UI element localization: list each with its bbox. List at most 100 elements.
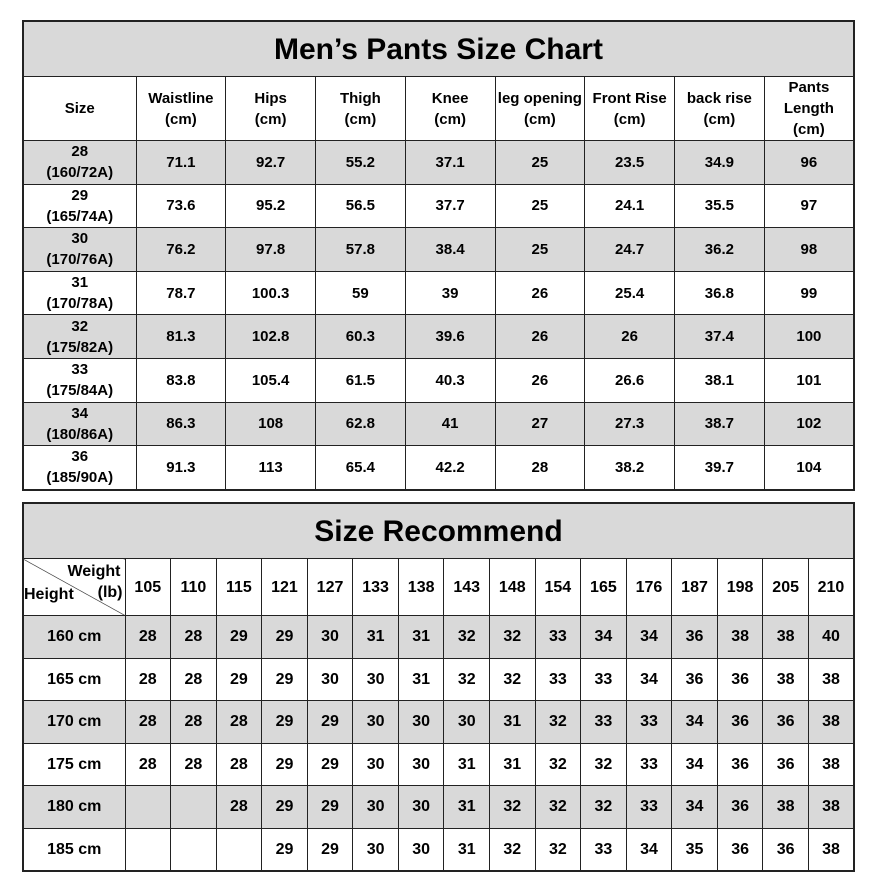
table-row: 175 cm 28 28 28 29 29 30 30 31 31 32 32 33 34 36 36 38 <box>22 742 855 786</box>
measurement-cell: 61.5 <box>315 357 406 403</box>
recommended-size-cell: 36 <box>762 827 809 872</box>
measurement-cell: 41 <box>404 401 496 447</box>
measurement-cell: 25 <box>494 183 586 229</box>
size-chart-header-row: Size Waistline (cm) Hips (cm) Thigh (cm) Knee (c… <box>22 76 855 141</box>
recommended-size-cell: 31 <box>443 785 490 829</box>
recommended-size-cell: 36 <box>671 615 718 659</box>
table-row: 33 (175/84A) 83.8 105.4 61.5 40.3 26 26.6 38.1 10… <box>22 357 855 403</box>
recommended-size-cell: 32 <box>443 657 490 701</box>
recommended-size-cell: 31 <box>352 615 399 659</box>
recommended-size-cell: 40 <box>807 615 855 659</box>
measurement-cell: 95.2 <box>225 183 316 229</box>
measurement-cell: 76.2 <box>135 227 227 272</box>
measurement-cell: 97.8 <box>225 227 316 272</box>
recommended-size-cell: 33 <box>625 742 673 786</box>
recommended-size-cell: 34 <box>671 785 718 829</box>
table-row: 36 (185/90A) 91.3 113 65.4 42.2 28 38.2 39.7 104 <box>22 445 855 491</box>
measurement-cell: 23.5 <box>584 140 675 185</box>
recommended-size-cell: 36 <box>716 700 764 744</box>
column-header-label: Knee <box>431 89 469 107</box>
recommended-size-cell: 28 <box>215 742 263 786</box>
measurement-cell: 56.5 <box>315 183 406 229</box>
column-header-unit: (cm) <box>254 110 287 128</box>
table-row: 34 (180/86A) 86.3 108 62.8 41 27 27.3 38.7 102 <box>22 401 855 447</box>
recommended-size-cell <box>215 827 263 872</box>
measurement-cell: 57.8 <box>315 227 406 272</box>
recommended-size-cell: 38 <box>807 700 855 744</box>
height-cell: 160 cm <box>22 615 126 659</box>
size-recommend-title: Size Recommend <box>22 502 855 559</box>
recommended-size-cell: 28 <box>124 615 172 659</box>
measurement-cell: 83.8 <box>135 357 227 403</box>
measurement-cell: 102 <box>763 401 855 447</box>
measurement-cell: 71.1 <box>135 140 227 185</box>
column-header-label: Front Rise <box>592 89 667 107</box>
weight-header: 110 <box>170 558 217 616</box>
weight-header: 127 <box>306 558 354 616</box>
weight-header: 154 <box>534 558 582 616</box>
measurement-cell: 92.7 <box>225 140 316 185</box>
recommended-size-cell: 31 <box>397 657 445 701</box>
measurement-cell: 60.3 <box>315 314 406 359</box>
recommended-size-cell: 31 <box>443 827 490 872</box>
height-cell: 170 cm <box>22 700 126 744</box>
recommended-size-cell: 31 <box>489 742 536 786</box>
column-header-label: Hips <box>254 89 287 107</box>
recommended-size-cell: 36 <box>762 700 809 744</box>
measurement-cell: 26.6 <box>584 357 675 403</box>
table-row: 31 (170/78A) 78.7 100.3 59 39 26 25.4 36.8 99 <box>22 270 855 316</box>
weight-unit-label: (lb) <box>97 584 123 601</box>
recommended-size-cell: 32 <box>489 615 536 659</box>
column-header-label: Thigh <box>339 89 381 107</box>
size-number: 28 <box>71 143 89 161</box>
recommended-size-cell: 38 <box>762 615 809 659</box>
recommended-size-cell: 31 <box>397 615 445 659</box>
size-cell: 33 (175/84A) <box>22 357 137 403</box>
recommended-size-cell: 32 <box>489 785 536 829</box>
column-header-unit: (cm) <box>524 110 556 128</box>
column-header-label: Waistline <box>148 89 214 107</box>
recommended-size-cell: 36 <box>716 785 764 829</box>
column-header: Knee (cm) <box>404 76 496 141</box>
measurement-cell: 25 <box>494 140 586 185</box>
measurement-cell: 36.8 <box>674 270 765 316</box>
recommended-size-cell: 29 <box>261 657 308 701</box>
weight-header: 205 <box>762 558 809 616</box>
recommended-size-cell: 30 <box>352 785 399 829</box>
recommended-size-cell: 30 <box>397 827 445 872</box>
recommended-size-cell: 28 <box>170 742 217 786</box>
measurement-cell: 25.4 <box>584 270 675 316</box>
size-recommend-header-row: Weight (lb) Height 105 110 115 121 127 133 138… <box>22 558 855 616</box>
measurement-cell: 86.3 <box>135 401 227 447</box>
measurement-cell: 108 <box>225 401 316 447</box>
column-header-unit: (cm) <box>344 110 377 128</box>
recommended-size-cell: 33 <box>580 657 627 701</box>
weight-header: 148 <box>489 558 536 616</box>
recommended-size-cell: 30 <box>443 700 490 744</box>
measurement-cell: 59 <box>315 270 406 316</box>
recommended-size-cell: 29 <box>306 742 354 786</box>
table-row: 165 cm 28 28 29 29 30 30 31 32 32 33 33 34 36 36 38 38 <box>22 657 855 701</box>
measurement-cell: 39.6 <box>404 314 496 359</box>
measurement-cell: 35.5 <box>674 183 765 229</box>
recommended-size-cell: 32 <box>489 657 536 701</box>
column-header: back rise (cm) <box>674 76 765 141</box>
height-cell: 175 cm <box>22 742 126 786</box>
size-spec: (170/76A) <box>46 251 114 269</box>
measurement-cell: 105.4 <box>225 357 316 403</box>
size-number: 29 <box>71 186 89 204</box>
size-number: 30 <box>71 230 89 248</box>
recommended-size-cell: 31 <box>489 700 536 744</box>
measurement-cell: 37.7 <box>404 183 496 229</box>
weight-header: 210 <box>807 558 855 616</box>
table-row: 180 cm 28 29 29 30 30 31 32 32 32 33 34 36 38 38 <box>22 785 855 829</box>
size-spec: (175/84A) <box>46 382 114 400</box>
recommended-size-cell: 29 <box>306 700 354 744</box>
size-cell: 36 (185/90A) <box>22 445 137 491</box>
weight-header: 138 <box>397 558 445 616</box>
recommended-size-cell: 38 <box>762 657 809 701</box>
recommended-size-cell: 28 <box>170 615 217 659</box>
measurement-cell: 26 <box>494 357 586 403</box>
size-spec: (185/90A) <box>46 469 114 487</box>
recommended-size-cell: 30 <box>306 657 354 701</box>
